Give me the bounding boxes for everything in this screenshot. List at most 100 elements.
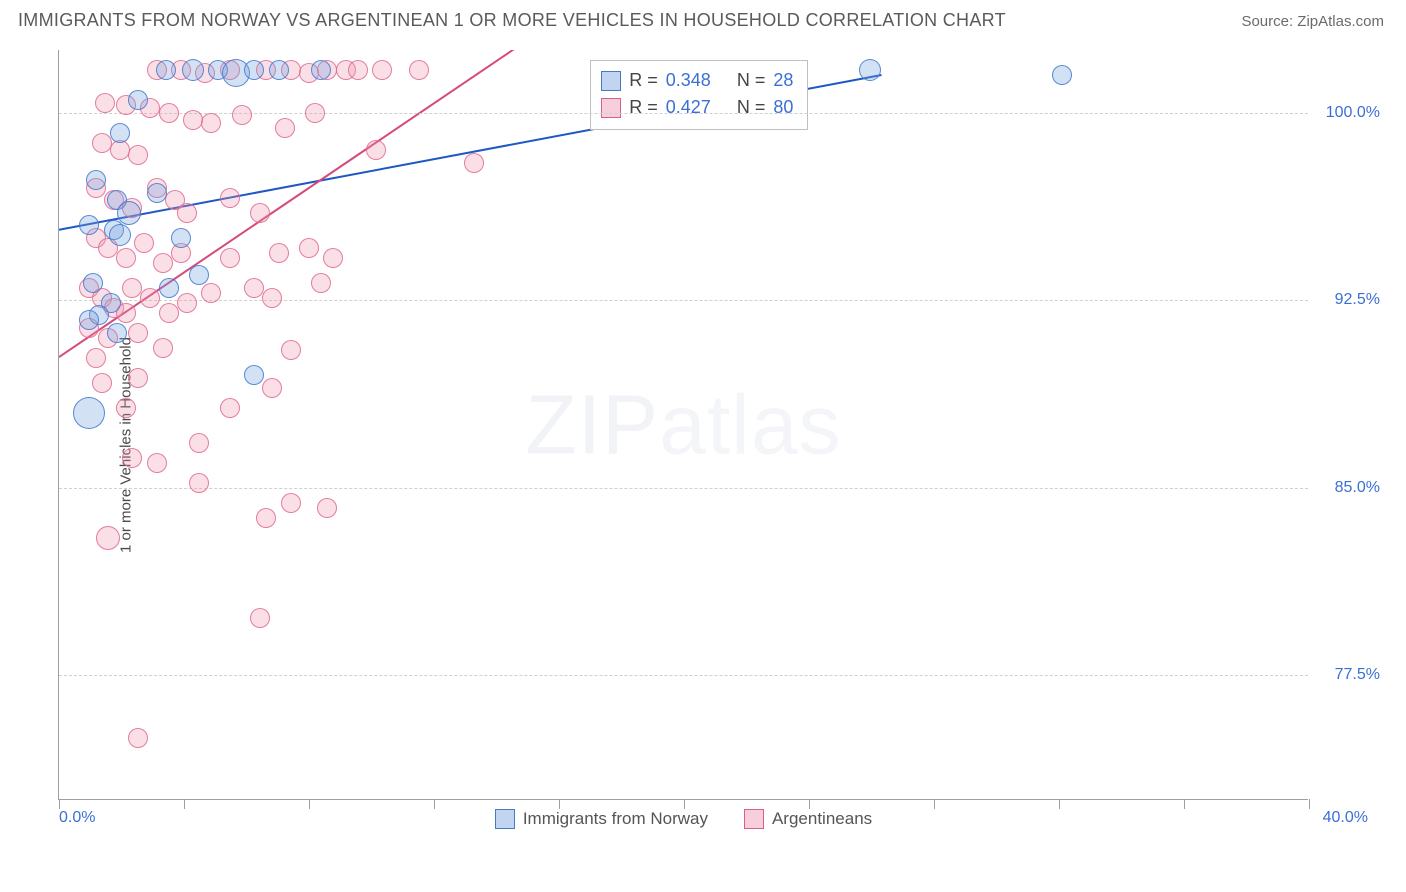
stats-swatch — [601, 71, 621, 91]
x-tick — [934, 799, 935, 809]
scatter-point-argentina — [262, 378, 282, 398]
scatter-point-argentina — [116, 248, 136, 268]
scatter-point-argentina — [95, 93, 115, 113]
scatter-point-norway — [107, 323, 127, 343]
x-tick — [1059, 799, 1060, 809]
scatter-point-argentina — [86, 348, 106, 368]
scatter-point-argentina — [256, 508, 276, 528]
stats-n-value: 80 — [773, 94, 793, 121]
scatter-point-argentina — [366, 140, 386, 160]
watermark-bold: ZIP — [525, 377, 659, 471]
stats-r-label: R = — [629, 94, 658, 121]
scatter-point-argentina — [92, 133, 112, 153]
scatter-point-norway — [311, 60, 331, 80]
scatter-point-argentina — [250, 203, 270, 223]
scatter-point-argentina — [299, 238, 319, 258]
stats-row: R =0.348N =28 — [601, 67, 793, 94]
legend-item-norway: Immigrants from Norway — [495, 809, 708, 829]
scatter-point-argentina — [201, 113, 221, 133]
scatter-point-norway — [189, 265, 209, 285]
scatter-point-norway — [859, 59, 881, 81]
scatter-point-norway — [79, 215, 99, 235]
scatter-point-argentina — [153, 253, 173, 273]
scatter-point-norway — [86, 170, 106, 190]
scatter-point-argentina — [128, 368, 148, 388]
scatter-point-argentina — [317, 498, 337, 518]
watermark: ZIPatlas — [525, 376, 841, 473]
scatter-point-norway — [156, 60, 176, 80]
scatter-point-argentina — [244, 278, 264, 298]
y-tick-label: 85.0% — [1314, 479, 1380, 497]
scatter-point-norway — [117, 201, 141, 225]
scatter-point-norway — [171, 228, 191, 248]
scatter-point-argentina — [409, 60, 429, 80]
scatter-point-norway — [73, 397, 105, 429]
scatter-point-argentina — [311, 273, 331, 293]
scatter-point-argentina — [122, 448, 142, 468]
scatter-point-argentina — [128, 323, 148, 343]
x-tick-label-max: 40.0% — [1323, 809, 1368, 827]
scatter-point-argentina — [140, 288, 160, 308]
scatter-point-norway — [83, 273, 103, 293]
scatter-point-argentina — [128, 145, 148, 165]
scatter-point-argentina — [134, 233, 154, 253]
x-tick — [809, 799, 810, 809]
scatter-point-argentina — [250, 608, 270, 628]
scatter-point-argentina — [281, 493, 301, 513]
stats-row: R = 0.427 N = 80 — [601, 94, 793, 121]
y-tick-label: 92.5% — [1314, 291, 1380, 309]
scatter-point-argentina — [153, 338, 173, 358]
stats-n-label: N = — [737, 67, 766, 94]
legend-item-argentina: Argentineans — [744, 809, 872, 829]
scatter-point-norway — [244, 60, 264, 80]
stats-r-value: 0.427 — [666, 94, 711, 121]
scatter-point-argentina — [183, 110, 203, 130]
x-tick — [309, 799, 310, 809]
legend-swatch-blue — [495, 809, 515, 829]
scatter-point-norway — [110, 123, 130, 143]
scatter-point-argentina — [372, 60, 392, 80]
scatter-point-argentina — [201, 283, 221, 303]
x-tick — [59, 799, 60, 809]
gridline — [59, 488, 1308, 489]
scatter-point-argentina — [269, 243, 289, 263]
stats-swatch — [601, 98, 621, 118]
scatter-point-norway — [1052, 65, 1072, 85]
scatter-point-norway — [147, 183, 167, 203]
legend: Immigrants from Norway Argentineans — [59, 809, 1308, 829]
scatter-point-argentina — [220, 188, 240, 208]
scatter-point-argentina — [464, 153, 484, 173]
x-tick — [434, 799, 435, 809]
scatter-point-norway — [269, 60, 289, 80]
scatter-point-argentina — [262, 288, 282, 308]
stats-r-label: R = — [629, 67, 658, 94]
scatter-point-argentina — [348, 60, 368, 80]
scatter-point-argentina — [177, 203, 197, 223]
scatter-point-argentina — [147, 453, 167, 473]
stats-n-label: N = — [737, 94, 766, 121]
scatter-point-argentina — [128, 728, 148, 748]
y-tick-label: 77.5% — [1314, 666, 1380, 684]
scatter-point-argentina — [189, 473, 209, 493]
scatter-point-argentina — [122, 278, 142, 298]
scatter-point-argentina — [232, 105, 252, 125]
stats-n-value: 28 — [773, 67, 793, 94]
x-tick — [559, 799, 560, 809]
scatter-point-norway — [244, 365, 264, 385]
title-bar: IMMIGRANTS FROM NORWAY VS ARGENTINEAN 1 … — [0, 0, 1406, 37]
x-tick — [184, 799, 185, 809]
legend-label-norway: Immigrants from Norway — [523, 809, 708, 829]
scatter-point-argentina — [116, 398, 136, 418]
scatter-point-argentina — [177, 293, 197, 313]
watermark-light: atlas — [659, 377, 841, 471]
legend-label-argentina: Argentineans — [772, 809, 872, 829]
scatter-point-norway — [159, 278, 179, 298]
scatter-point-argentina — [275, 118, 295, 138]
y-tick-label: 100.0% — [1314, 104, 1380, 122]
scatter-point-argentina — [96, 526, 120, 550]
trendlines-layer — [59, 50, 1308, 799]
scatter-point-argentina — [159, 103, 179, 123]
scatter-point-argentina — [110, 140, 130, 160]
scatter-point-argentina — [92, 373, 112, 393]
scatter-point-argentina — [323, 248, 343, 268]
